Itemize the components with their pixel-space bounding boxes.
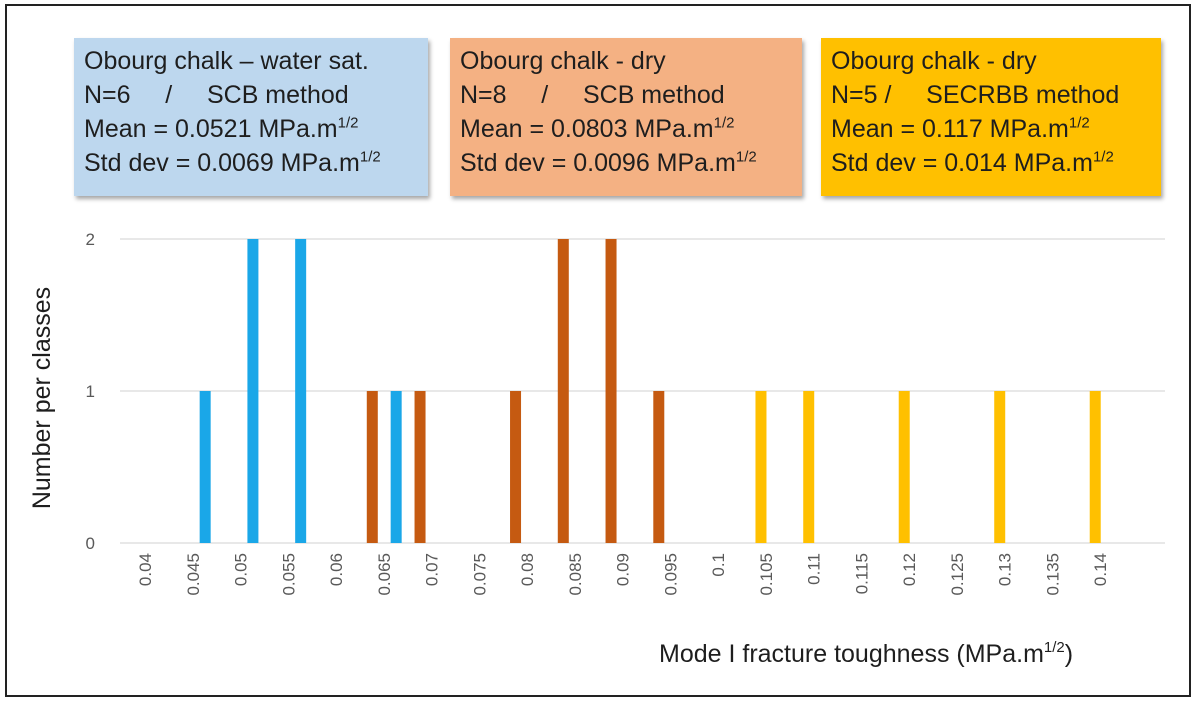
bar-water-sat bbox=[295, 239, 307, 543]
bar-dry-scb bbox=[557, 239, 569, 543]
bars bbox=[199, 239, 1101, 543]
box-sample-count: N=6 / SCB method bbox=[84, 81, 349, 109]
box-std-dev: Std dev = 0.014 MPa.m1/2 bbox=[831, 148, 1114, 177]
y-tick-label: 2 bbox=[86, 230, 95, 249]
x-tick-label: 0.125 bbox=[948, 553, 967, 596]
x-tick-label: 0.04 bbox=[136, 553, 155, 586]
info-box-water-saturated: Obourg chalk – water sat. N=6 / SCB meth… bbox=[74, 38, 428, 196]
y-tick-labels: 0 1 2 bbox=[86, 230, 95, 553]
box-title: Obourg chalk - dry bbox=[831, 47, 1037, 75]
box-mean: Mean = 0.0803 MPa.m1/2 bbox=[460, 114, 735, 143]
x-tick-label: 0.11 bbox=[805, 553, 824, 585]
bar-dry-scb bbox=[366, 391, 378, 543]
x-tick-label: 0.06 bbox=[327, 553, 346, 586]
x-tick-label: 0.045 bbox=[184, 553, 203, 596]
x-tick-label: 0.13 bbox=[996, 553, 1015, 586]
x-tick-label: 0.085 bbox=[566, 553, 585, 596]
info-box-dry-secrbb: Obourg chalk - dry N=5 / SECRBB method M… bbox=[821, 38, 1161, 196]
box-sample-count: N=8 / SCB method bbox=[460, 81, 725, 109]
bar-water-sat bbox=[199, 391, 211, 543]
bar-dry-secrbb bbox=[1089, 391, 1101, 543]
box-title: Obourg chalk – water sat. bbox=[84, 47, 369, 75]
x-tick-label: 0.1 bbox=[709, 553, 728, 577]
y-tick-label: 0 bbox=[86, 534, 95, 553]
x-tick-labels: 0.04 0.045 0.05 0.055 0.06 0.065 0.07 0.075 0.08… bbox=[136, 553, 1110, 596]
bar-dry-secrbb bbox=[898, 391, 910, 543]
bar-dry-scb bbox=[414, 391, 426, 543]
x-tick-label: 0.095 bbox=[661, 553, 680, 596]
x-tick-label: 0.07 bbox=[423, 553, 442, 586]
x-tick-label: 0.14 bbox=[1091, 553, 1110, 586]
bar-dry-scb bbox=[653, 391, 665, 543]
bar-water-sat bbox=[390, 391, 402, 543]
x-tick-label: 0.065 bbox=[375, 553, 394, 596]
x-tick-label: 0.12 bbox=[900, 553, 919, 586]
box-std-dev: Std dev = 0.0096 MPa.m1/2 bbox=[460, 148, 757, 177]
x-tick-label: 0.115 bbox=[852, 553, 871, 594]
x-tick-label: 0.055 bbox=[279, 553, 298, 596]
x-tick-label: 0.09 bbox=[614, 553, 633, 586]
box-title: Obourg chalk - dry bbox=[460, 47, 666, 75]
box-mean: Mean = 0.117 MPa.m1/2 bbox=[831, 114, 1090, 143]
bar-dry-secrbb bbox=[803, 391, 815, 543]
x-tick-label: 0.05 bbox=[232, 553, 251, 586]
bar-dry-scb bbox=[510, 391, 522, 543]
y-tick-label: 1 bbox=[86, 382, 95, 401]
bar-dry-secrbb bbox=[994, 391, 1006, 543]
x-tick-label: 0.135 bbox=[1043, 553, 1062, 596]
x-tick-label: 0.08 bbox=[518, 553, 537, 586]
bar-dry-scb bbox=[605, 239, 617, 543]
info-box-dry-scb: Obourg chalk - dry N=8 / SCB method Mean… bbox=[450, 38, 802, 196]
box-mean: Mean = 0.0521 MPa.m1/2 bbox=[84, 114, 359, 143]
bar-dry-secrbb bbox=[755, 391, 767, 543]
x-tick-label: 0.105 bbox=[757, 553, 776, 596]
grid-lines bbox=[120, 238, 1165, 544]
box-sample-count: N=5 / SECRBB method bbox=[831, 81, 1120, 109]
x-tick-label: 0.075 bbox=[470, 553, 489, 596]
y-axis-title: Number per classes bbox=[28, 287, 56, 509]
x-axis-title: Mode I fracture toughness (MPa.m1/2) bbox=[659, 639, 1073, 668]
bar-water-sat bbox=[247, 239, 259, 543]
box-std-dev: Std dev = 0.0069 MPa.m1/2 bbox=[84, 148, 381, 177]
